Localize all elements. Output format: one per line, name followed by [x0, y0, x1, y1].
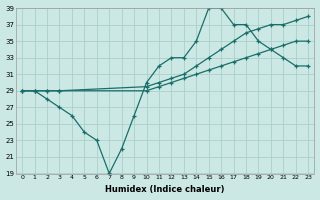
X-axis label: Humidex (Indice chaleur): Humidex (Indice chaleur) — [106, 185, 225, 194]
